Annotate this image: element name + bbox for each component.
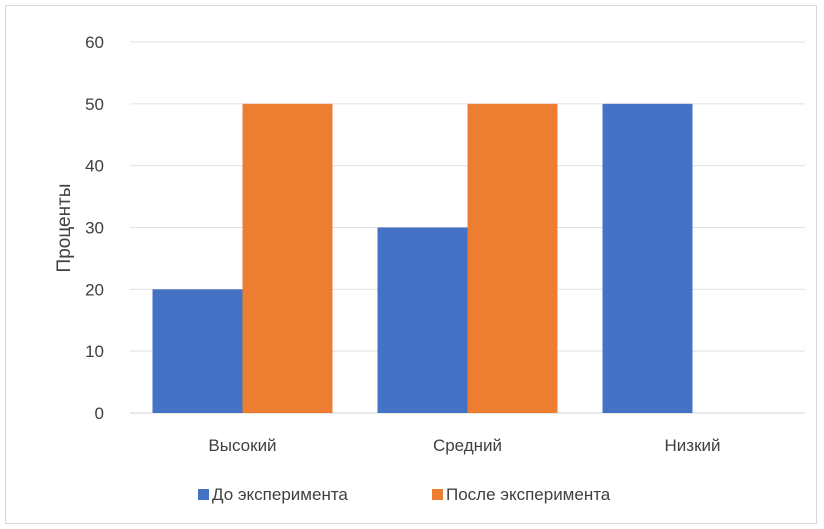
bar-before-2 [377, 227, 468, 413]
x-tick-label: Высокий [208, 436, 276, 455]
bar-before-3 [602, 103, 693, 413]
y-tick-label: 10 [85, 342, 104, 361]
legend-label: До эксперимента [212, 485, 348, 504]
bars [152, 103, 693, 413]
x-tick-label: Низкий [665, 436, 721, 455]
legend-label: После эксперимента [446, 485, 611, 504]
bar-before-1 [152, 289, 243, 413]
x-axis-ticks: Высокий Средний Низкий [208, 436, 720, 455]
y-tick-label: 40 [85, 157, 104, 176]
legend-swatch [432, 489, 443, 500]
y-axis-title: Проценты [54, 184, 75, 273]
y-tick-label: 60 [85, 33, 104, 52]
y-tick-label: 50 [85, 95, 104, 114]
bar-after-1 [242, 103, 333, 413]
y-axis-ticks: 0 10 20 30 40 50 60 [85, 33, 104, 423]
y-tick-label: 30 [85, 219, 104, 238]
bar-after-2 [467, 103, 558, 413]
legend: До эксперимента После эксперимента [198, 485, 611, 504]
y-tick-label: 20 [85, 280, 104, 299]
legend-swatch [198, 489, 209, 500]
y-tick-label: 0 [95, 404, 104, 423]
x-tick-label: Средний [433, 436, 502, 455]
